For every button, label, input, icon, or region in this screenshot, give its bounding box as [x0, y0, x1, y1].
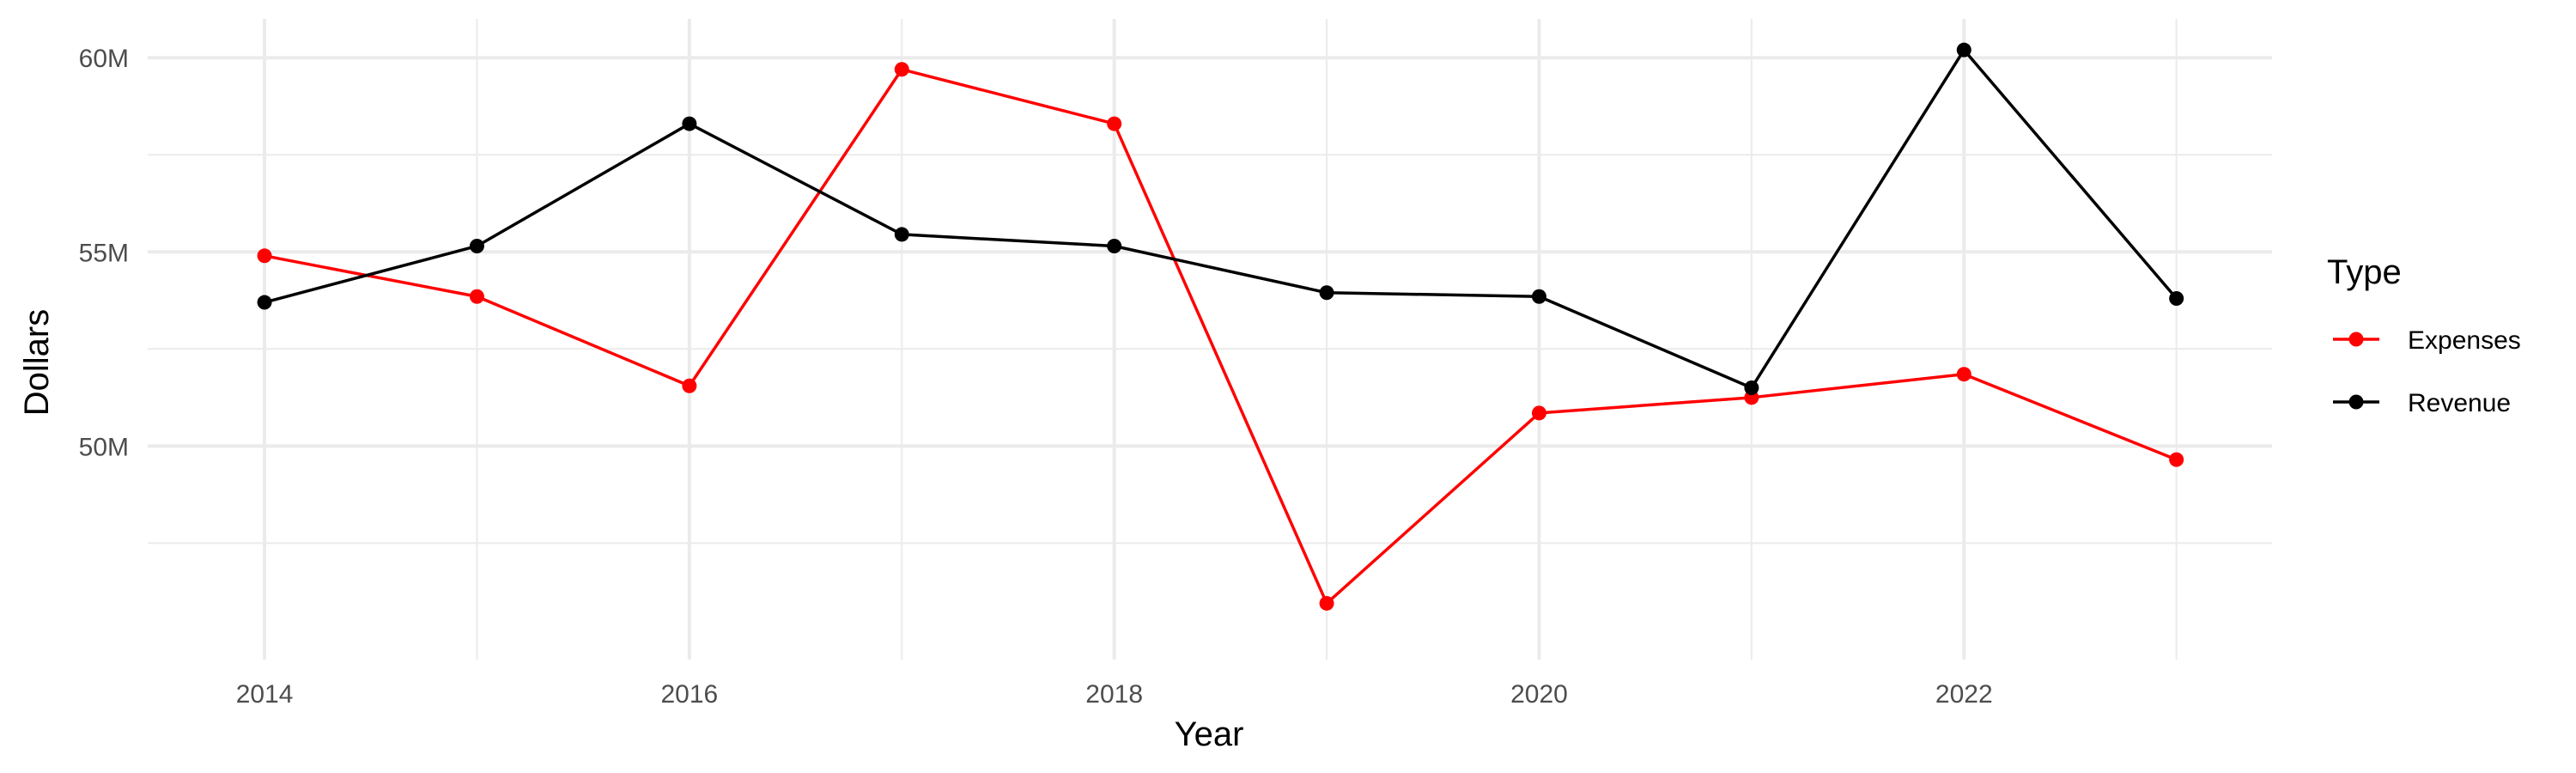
expenses-point	[682, 378, 697, 393]
series-layer	[257, 42, 2184, 611]
y-tick-label: 55M	[79, 239, 129, 267]
revenue-series	[257, 42, 2184, 396]
revenue-point	[1956, 42, 1971, 58]
legend-items: Expenses Revenue	[2333, 326, 2521, 417]
x-tick-label: 2018	[1085, 680, 1143, 709]
legend-label: Expenses	[2408, 326, 2521, 355]
expenses-point	[894, 62, 909, 77]
x-tick-label: 2016	[660, 680, 718, 709]
legend: Type Expenses Revenue	[2327, 253, 2521, 417]
minor-gridlines	[148, 19, 2272, 660]
expenses-point	[1956, 367, 1971, 382]
revenue-point	[1107, 238, 1122, 253]
expenses-series	[257, 62, 2184, 611]
y-axis-title: Dollars	[18, 309, 56, 416]
expenses-line	[264, 68, 2178, 606]
expenses-point	[469, 289, 484, 304]
revenue-point	[682, 116, 697, 131]
x-tick-label: 2022	[1935, 680, 1993, 709]
revenue-point	[1531, 289, 1546, 304]
revenue-line	[264, 48, 2178, 390]
expenses-point	[257, 248, 272, 264]
expenses-point	[2169, 452, 2184, 467]
expenses-point	[1319, 595, 1334, 611]
y-tick-label: 50M	[79, 433, 129, 461]
x-axis-tick-labels: 2014 2016 2018 2020 2022	[236, 680, 1993, 709]
expenses-point	[1107, 116, 1122, 131]
revenue-point	[2169, 291, 2184, 307]
legend-label: Revenue	[2408, 389, 2511, 417]
x-tick-label: 2014	[236, 680, 294, 709]
legend-title: Type	[2327, 253, 2402, 291]
x-axis-title: Year	[1175, 715, 1244, 753]
legend-item-revenue: Revenue	[2333, 389, 2511, 417]
y-tick-label: 60M	[79, 45, 129, 73]
revenue-point	[894, 227, 909, 242]
y-axis-tick-labels: 50M 55M 60M	[79, 45, 129, 461]
expenses-point	[1531, 405, 1546, 421]
legend-key-point	[2348, 332, 2364, 347]
legend-key-point	[2348, 394, 2364, 410]
revenue-point	[257, 295, 272, 310]
legend-item-expenses: Expenses	[2333, 326, 2521, 355]
revenue-point	[1744, 380, 1759, 396]
revenue-point	[469, 238, 484, 253]
x-tick-label: 2020	[1510, 680, 1568, 709]
revenue-point	[1319, 285, 1334, 301]
